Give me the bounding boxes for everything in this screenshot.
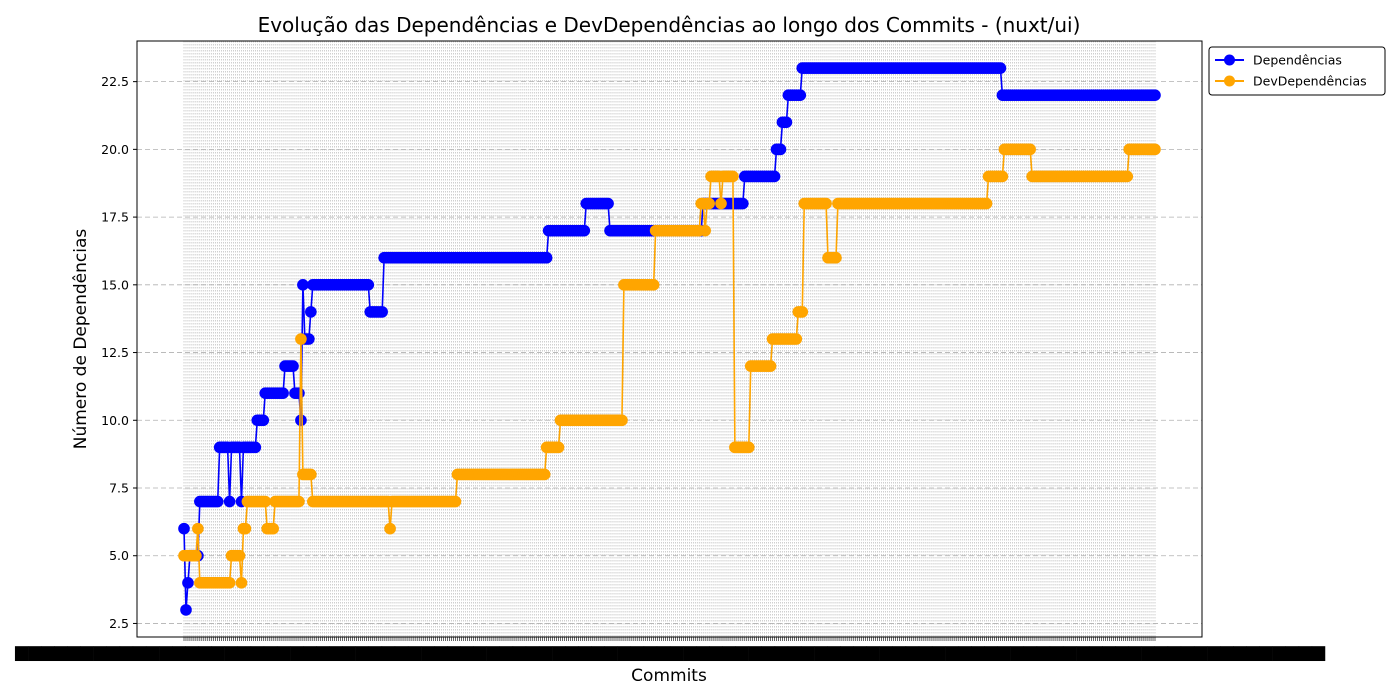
- data-point-dependencias: [223, 495, 236, 508]
- x-axis-ticks: [183, 637, 1156, 641]
- y-tick-label: 2.5: [109, 616, 129, 631]
- data-point-dependencias: [994, 62, 1007, 74]
- series-devdependencias: [178, 143, 1161, 589]
- data-point-dependencias: [602, 197, 614, 210]
- data-point-devdependencias: [233, 549, 246, 562]
- data-point-devdependencias: [1149, 143, 1161, 156]
- data-point-dependencias: [376, 306, 388, 318]
- data-point-devdependencias: [996, 170, 1009, 183]
- data-point-devdependencias: [1024, 143, 1036, 156]
- data-point-dependencias: [182, 577, 194, 589]
- data-point-devdependencias: [538, 468, 551, 481]
- data-point-devdependencias: [699, 224, 711, 237]
- y-grid: [137, 81, 1202, 624]
- data-point-devdependencias: [223, 577, 236, 589]
- data-point-dependencias: [257, 414, 270, 427]
- y-tick-label: 10.0: [101, 413, 129, 428]
- data-point-dependencias: [211, 495, 224, 508]
- y-tick-label: 15.0: [101, 277, 129, 292]
- y-tick-label: 12.5: [101, 345, 129, 360]
- y-tick-label: 22.5: [101, 74, 129, 89]
- data-point-devdependencias: [616, 414, 628, 427]
- x-grid: [183, 41, 1156, 637]
- data-point-dependencias: [768, 170, 781, 183]
- legend-marker-devdependencias: [1224, 75, 1235, 87]
- legend: Dependências DevDependências: [1208, 46, 1386, 96]
- data-point-dependencias: [293, 387, 305, 399]
- data-point-devdependencias: [267, 522, 279, 535]
- data-point-dependencias: [277, 387, 289, 399]
- legend-label-devdependencias: DevDependências: [1253, 74, 1367, 89]
- data-point-dependencias: [305, 306, 317, 318]
- data-point-devdependencias: [305, 468, 317, 481]
- data-point-dependencias: [794, 89, 807, 101]
- data-point-devdependencias: [715, 197, 727, 210]
- data-point-dependencias: [774, 143, 787, 156]
- data-point-devdependencias: [235, 577, 248, 589]
- legend-marker-dependencias: [1224, 54, 1235, 66]
- x-tick-labels-overlap: ████████████████████████████████████████…: [14, 646, 1326, 662]
- data-point-dependencias: [295, 414, 307, 427]
- data-point-dependencias: [178, 522, 190, 535]
- series-layer: [178, 62, 1161, 616]
- data-point-devdependencias: [703, 197, 715, 210]
- data-point-devdependencias: [449, 495, 462, 508]
- legend-label-dependencias: Dependências: [1253, 53, 1342, 68]
- data-point-devdependencias: [790, 333, 803, 345]
- data-point-devdependencias: [1121, 170, 1134, 183]
- data-point-dependencias: [780, 116, 793, 129]
- data-point-dependencias: [297, 279, 309, 291]
- data-point-dependencias: [180, 604, 192, 616]
- data-point-dependencias: [362, 279, 375, 291]
- data-point-devdependencias: [727, 170, 739, 183]
- data-point-devdependencias: [293, 495, 305, 508]
- x-axis-label: Commits: [631, 666, 707, 686]
- data-point-devdependencias: [820, 197, 832, 210]
- data-point-devdependencias: [647, 279, 660, 291]
- y-tick-label: 20.0: [101, 142, 129, 157]
- data-point-devdependencias: [259, 495, 272, 508]
- x-grid-lines: [183, 41, 1156, 637]
- data-point-devdependencias: [192, 522, 204, 535]
- data-point-devdependencias: [980, 197, 993, 210]
- y-axis-label: Número de Dependências: [71, 229, 91, 450]
- x-tick-marks: [183, 637, 1156, 641]
- y-axis-ticks: 2.5 5.0 7.5 10.0 12.5 15.0 17.5 20.0 22.5: [101, 74, 137, 631]
- data-point-dependencias: [287, 360, 299, 372]
- y-tick-label: 17.5: [101, 210, 129, 225]
- data-point-devdependencias: [552, 441, 565, 454]
- data-point-devdependencias: [796, 306, 809, 318]
- chart-title: Evolução das Dependências e DevDependênc…: [258, 13, 1081, 37]
- data-point-devdependencias: [384, 522, 396, 535]
- data-point-dependencias: [578, 224, 591, 237]
- data-point-devdependencias: [742, 441, 755, 454]
- data-point-dependencias: [1149, 89, 1161, 101]
- y-tick-label: 5.0: [109, 548, 129, 563]
- legend-box: [1208, 46, 1386, 96]
- data-point-devdependencias: [295, 333, 307, 345]
- data-point-devdependencias: [764, 360, 777, 372]
- data-point-dependencias: [737, 197, 749, 210]
- data-point-devdependencias: [239, 522, 252, 535]
- y-tick-label: 7.5: [109, 481, 129, 496]
- data-point-devdependencias: [190, 549, 202, 562]
- data-point-dependencias: [249, 441, 262, 454]
- data-point-devdependencias: [830, 251, 842, 264]
- data-point-dependencias: [540, 251, 553, 264]
